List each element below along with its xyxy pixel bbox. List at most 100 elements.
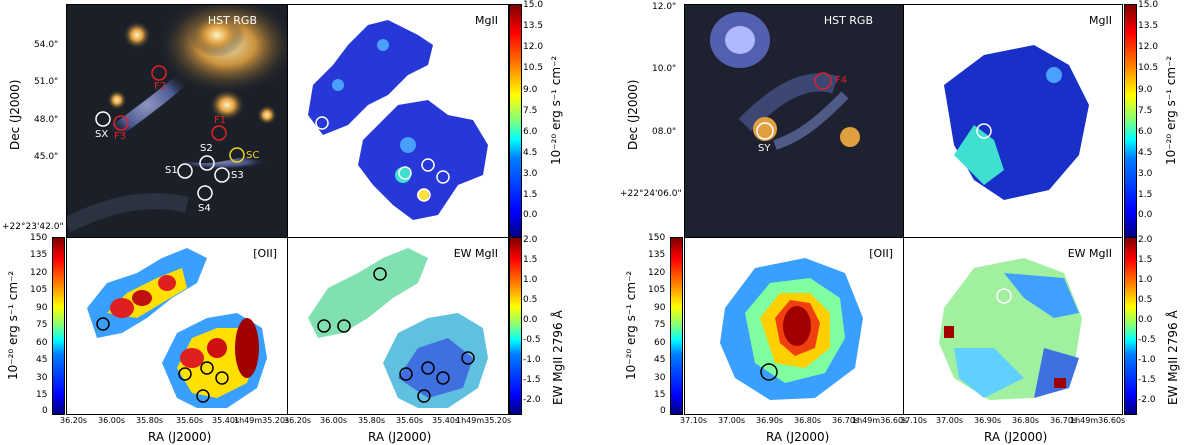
ra-tick: 35.60s [176,416,204,425]
cbar-tick: 75 [36,320,48,330]
right-mgii-panel: MgII [903,4,1123,238]
right-ew-map [939,252,1082,400]
cbar-tick: 1.5 [523,255,538,265]
cbar-tick: 13.5 [523,21,544,31]
left-ew-colorbar-label: EW MgII 2796 Å [551,310,565,405]
cbar-tick: -1.5 [523,375,541,385]
left-oii-title: [OII] [253,247,277,260]
marker-sc [229,147,245,163]
ra-tick: 36.90s [756,416,784,425]
ra-tick: 37.10s [680,416,708,425]
cbar-tick: 45 [654,355,666,365]
ra-tick: 37.00s [718,416,746,425]
cbar-tick: 120 [648,268,666,278]
marker-s1 [177,163,193,179]
left-ew-map [308,248,488,408]
cbar-tick: 15 [36,390,48,400]
marker-f4 [814,72,832,90]
cbar-tick: 0.0 [1138,210,1153,220]
cbar-tick: 0.0 [523,315,538,325]
cbar-tick: -1.0 [523,355,541,365]
cbar-tick: 12.0 [1138,42,1159,52]
cbar-tick: 0 [660,406,666,416]
cbar-tick: 4.5 [1138,148,1153,158]
right-mgii-title: MgII [1089,14,1112,27]
ra-tick: 35.80s [358,416,386,425]
left-oii-panel: [OII] [66,237,288,415]
left-ew-panel: EW MgII [287,237,509,415]
dec-tick: 10.0" [652,64,677,74]
dec-tick: 48.0" [34,115,59,125]
ra-tick: 35.40s [212,416,240,425]
left-oii-colorbar-label: 10⁻²⁰ erg s⁻¹ cm⁻² [6,270,20,380]
cbar-tick: 9.0 [1138,85,1153,95]
left-dec-label: Dec (J2000) [8,79,22,150]
cbar-tick: 1.0 [1138,275,1153,285]
ra-tick: 36.70s [1050,416,1078,425]
cbar-tick: 15 [654,390,666,400]
cbar-tick: 90 [36,303,48,313]
cbar-tick: 75 [654,320,666,330]
left-mgii-colorbar [509,4,522,238]
cbar-tick: 30 [36,373,48,383]
left-hst-image [67,5,287,237]
cbar-tick: 1.5 [523,190,538,200]
label-s1: S1 [165,165,178,176]
right-hst-image [685,5,903,237]
left-mgii-title: MgII [475,14,498,27]
left-oii-colorbar [52,237,65,415]
right-ew-colorbar [1124,237,1137,415]
right-dec-label: Dec (J2000) [626,79,640,150]
cbar-tick: 0 [42,406,48,416]
ra-tick: 35.60s [396,416,424,425]
cbar-tick: 9.0 [523,85,538,95]
cbar-tick: -0.5 [1138,335,1156,345]
label-f3: F3 [114,131,127,142]
cbar-tick: 135 [648,250,666,260]
cbar-tick: 12.0 [523,42,544,52]
cbar-tick: 120 [30,268,48,278]
right-ew-panel: EW MgII [903,237,1123,415]
marker-sy [756,122,774,140]
ra-tick: 35.40s [432,416,460,425]
ra-tick: 36.00s [98,416,126,425]
cbar-tick: 10.5 [523,63,544,73]
label-f4: F4 [835,75,848,86]
cbar-tick: 1.5 [1138,190,1153,200]
cbar-tick: -1.0 [1138,355,1156,365]
cbar-tick: 7.5 [523,106,538,116]
label-sx: SX [95,129,109,140]
cbar-tick: 60 [654,338,666,348]
marker-f2 [151,65,167,81]
cbar-tick: 7.5 [1138,106,1153,116]
left-mgii-map [308,20,488,220]
right-hst-title: HST RGB [823,14,873,27]
ra-tick: 36.20s [60,416,88,425]
cbar-tick: 1.5 [1138,255,1153,265]
cbar-tick: 4.5 [523,148,538,158]
cbar-tick: 105 [30,285,48,295]
right-ra-label-b: RA (J2000) [984,430,1048,444]
marker-f3 [113,115,129,131]
ra-tick: 36.80s [1012,416,1040,425]
cbar-tick: 105 [648,285,666,295]
right-oii-map [720,258,863,400]
label-f1: F1 [214,115,227,126]
cbar-tick: 15.0 [1138,0,1159,10]
left-oii-map [87,248,267,408]
cbar-tick: -2.0 [523,395,541,405]
ra-tick: 36.70s [832,416,860,425]
right-mgii-colorbar-label: 10⁻²⁰ erg s⁻¹ cm⁻² [1164,55,1178,165]
label-s3: S3 [231,170,244,181]
label-s2: S2 [200,143,213,154]
cbar-tick: 6.0 [1138,127,1153,137]
dec-tick: 54.0" [34,40,59,50]
cbar-tick: -0.5 [523,335,541,345]
left-ew-colorbar [509,237,522,415]
right-ew-title: EW MgII [1067,247,1112,260]
cbar-tick: -1.5 [1138,375,1156,385]
ra-tick: 36.20s [284,416,312,425]
ra-tick: 36.00s [320,416,348,425]
cbar-tick: -2.0 [1138,395,1156,405]
